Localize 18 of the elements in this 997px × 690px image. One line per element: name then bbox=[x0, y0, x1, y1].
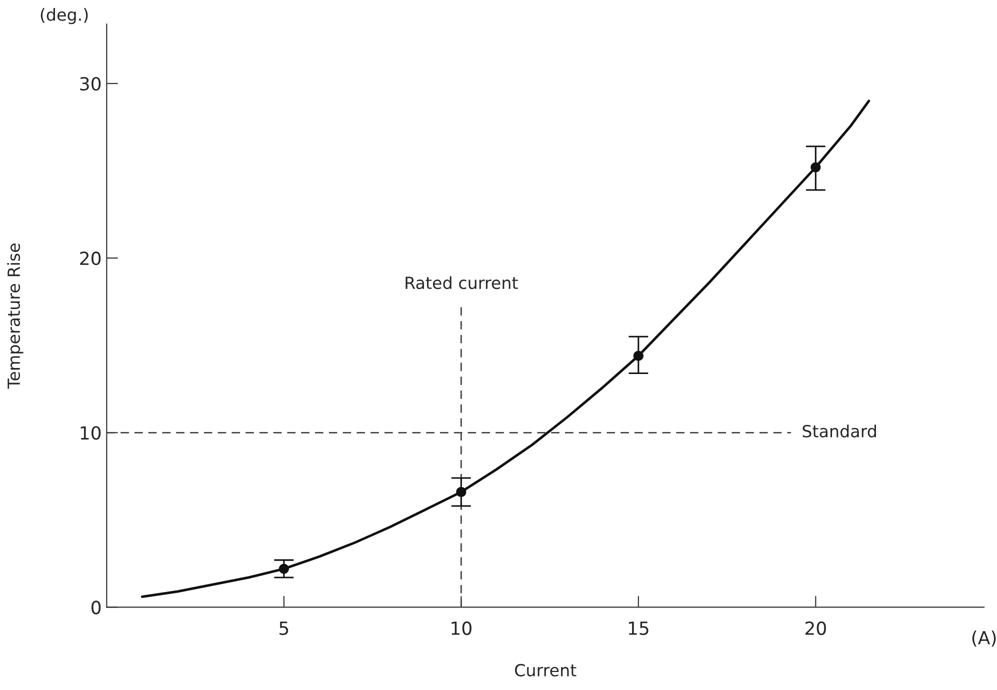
y-tick-label: 10 bbox=[80, 426, 101, 440]
y-axis-title: Temperature Rise bbox=[7, 244, 24, 389]
text: (A) bbox=[972, 630, 996, 647]
text: (deg.) bbox=[40, 8, 88, 24]
x-axis-title: Current bbox=[515, 664, 576, 676]
y-tick-label: 0 bbox=[92, 600, 101, 614]
ref-line-label: Standard bbox=[802, 424, 876, 438]
point bbox=[633, 350, 644, 361]
ref-line-label: Rated current bbox=[406, 276, 518, 290]
point bbox=[456, 486, 466, 498]
y-tick-label: 20 bbox=[80, 252, 101, 266]
point bbox=[278, 564, 290, 574]
x-tick-label: 20 bbox=[805, 621, 826, 636]
x-tick-label: 10 bbox=[452, 621, 472, 636]
x-tick-label: 5 bbox=[280, 622, 288, 636]
x-tick-label: 15 bbox=[628, 622, 648, 636]
point bbox=[810, 162, 821, 172]
y-tick-label: 30 bbox=[80, 76, 101, 91]
